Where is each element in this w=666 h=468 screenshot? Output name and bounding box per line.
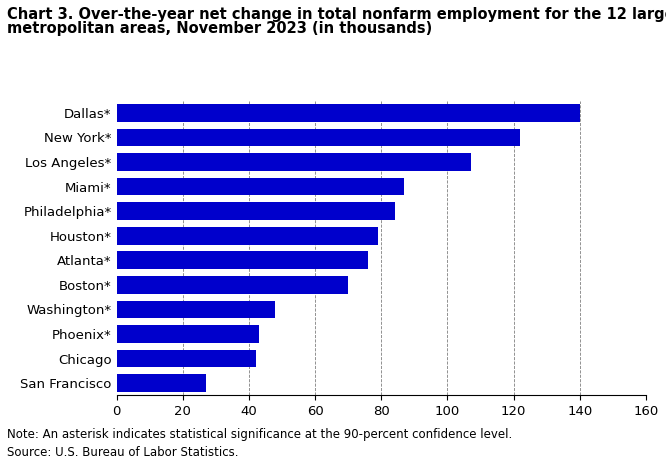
Bar — [117, 227, 378, 245]
Bar — [117, 325, 259, 343]
Text: metropolitan areas, November 2023 (in thousands): metropolitan areas, November 2023 (in th… — [7, 21, 432, 36]
Bar — [117, 276, 348, 294]
Bar — [117, 153, 471, 171]
Bar — [117, 178, 404, 196]
Bar — [117, 129, 520, 146]
Bar — [117, 350, 256, 367]
Text: Source: U.S. Bureau of Labor Statistics.: Source: U.S. Bureau of Labor Statistics. — [7, 446, 238, 459]
Bar — [117, 374, 206, 392]
Bar — [117, 251, 368, 269]
Bar — [117, 202, 394, 220]
Bar — [117, 300, 276, 318]
Bar — [117, 104, 580, 122]
Text: Chart 3. Over-the-year net change in total nonfarm employment for the 12 largest: Chart 3. Over-the-year net change in tot… — [7, 7, 666, 22]
Text: Note: An asterisk indicates statistical significance at the 90-percent confidenc: Note: An asterisk indicates statistical … — [7, 428, 512, 441]
